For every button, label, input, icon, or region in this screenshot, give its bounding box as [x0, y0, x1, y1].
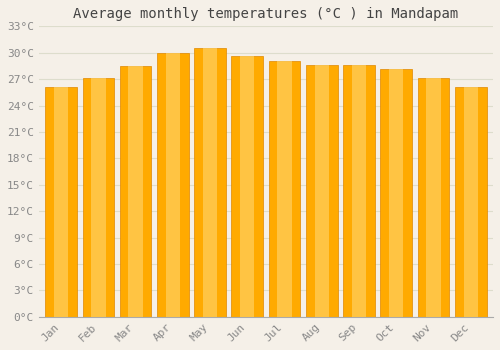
Bar: [314, 65, 329, 317]
Bar: [120, 66, 152, 317]
Bar: [380, 69, 412, 317]
Bar: [352, 65, 366, 317]
Bar: [278, 62, 291, 317]
Bar: [203, 48, 217, 317]
Bar: [194, 48, 226, 317]
Bar: [92, 78, 106, 317]
Bar: [389, 69, 404, 317]
Bar: [46, 87, 77, 317]
Bar: [306, 65, 338, 317]
Bar: [464, 87, 478, 317]
Bar: [232, 56, 263, 317]
Bar: [343, 65, 375, 317]
Bar: [268, 62, 300, 317]
Bar: [82, 78, 114, 317]
Bar: [128, 66, 142, 317]
Bar: [166, 53, 180, 317]
Title: Average monthly temperatures (°C ) in Mandapam: Average monthly temperatures (°C ) in Ma…: [74, 7, 458, 21]
Bar: [240, 56, 254, 317]
Bar: [157, 53, 188, 317]
Bar: [418, 78, 450, 317]
Bar: [455, 87, 486, 317]
Bar: [54, 87, 68, 317]
Bar: [426, 78, 440, 317]
